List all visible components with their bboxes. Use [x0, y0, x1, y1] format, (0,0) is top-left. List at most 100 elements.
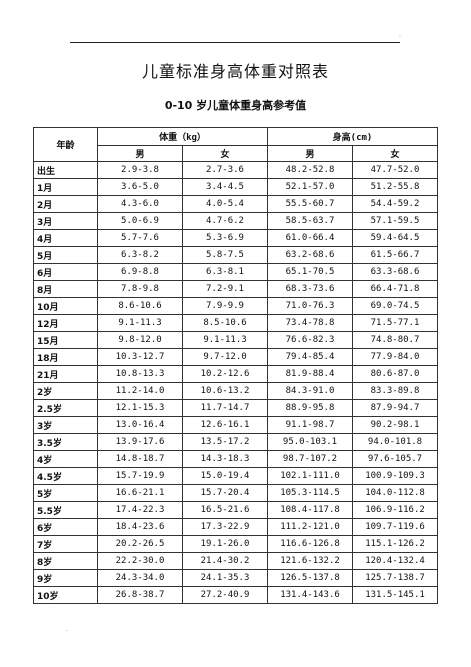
weight-female-cell: 4.7-6.2 [182, 212, 268, 230]
weight-male-cell: 7.8-9.8 [97, 280, 183, 298]
height-male-cell: 98.7-107.2 [267, 450, 353, 468]
weight-female-header: 女 [182, 145, 268, 162]
table-row: 2岁 11.2-14.0 10.6-13.2 84.3-91.0 83.3-89.8 [33, 382, 438, 400]
table-row: 2月 4.3-6.0 4.0-5.4 55.5-60.7 54.4-59.2 [33, 195, 438, 213]
weight-male-cell: 3.6-5.0 [97, 178, 183, 196]
height-female-cell: 51.2-55.8 [352, 178, 438, 196]
height-female-cell: 74.8-80.7 [352, 331, 438, 349]
height-female-cell: 61.5-66.7 [352, 246, 438, 264]
weight-male-cell: 9.8-12.0 [97, 331, 183, 349]
weight-male-cell: 18.4-23.6 [97, 518, 183, 536]
height-male-cell: 63.2-68.6 [267, 246, 353, 264]
height-male-cell: 88.9-95.8 [267, 399, 353, 417]
height-female-cell: 66.4-71.8 [352, 280, 438, 298]
table-row: 15月 9.8-12.0 9.1-11.3 76.6-82.3 74.8-80.7 [33, 331, 438, 349]
table-row: 1月 3.6-5.0 3.4-4.5 52.1-57.0 51.2-55.8 [33, 178, 438, 196]
weight-female-cell: 17.3-22.9 [182, 518, 268, 536]
height-male-cell: 81.9-88.4 [267, 365, 353, 383]
table-row: 10月 8.6-10.6 7.9-9.9 71.0-76.3 69.0-74.5 [33, 297, 438, 315]
age-cell: 21月 [33, 365, 98, 383]
height-male-cell: 58.5-63.7 [267, 212, 353, 230]
weight-female-cell: 6.3-8.1 [182, 263, 268, 281]
weight-male-cell: 15.7-19.9 [97, 467, 183, 485]
height-male-cell: 102.1-111.0 [267, 467, 353, 485]
height-male-cell: 111.2-121.0 [267, 518, 353, 536]
weight-female-cell: 7.2-9.1 [182, 280, 268, 298]
age-cell: 6月 [33, 263, 98, 281]
weight-female-cell: 11.7-14.7 [182, 399, 268, 417]
age-cell: 18月 [33, 348, 98, 366]
height-male-cell: 91.1-98.7 [267, 416, 353, 434]
weight-female-cell: 13.5-17.2 [182, 433, 268, 451]
height-male-cell: 108.4-117.8 [267, 501, 353, 519]
height-female-cell: 59.4-64.5 [352, 229, 438, 247]
table-row: 7岁 20.2-26.5 19.1-26.0 116.6-126.8 115.1-126… [33, 535, 438, 553]
table-row: 8月 7.8-9.8 7.2-9.1 68.3-73.6 66.4-71.8 [33, 280, 438, 298]
table-row: 6月 6.9-8.8 6.3-8.1 65.1-70.5 63.3-68.6 [33, 263, 438, 281]
table-row: 9岁 24.3-34.0 24.1-35.3 126.5-137.8 125.7-138… [33, 569, 438, 587]
table-row: 3.5岁 13.9-17.6 13.5-17.2 95.0-103.1 94.0-101… [33, 433, 438, 451]
weight-female-cell: 21.4-30.2 [182, 552, 268, 570]
height-female-cell: 57.1-59.5 [352, 212, 438, 230]
weight-male-cell: 17.4-22.3 [97, 501, 183, 519]
weight-female-cell: 2.7-3.6 [182, 161, 268, 179]
growth-reference-table: 年龄 体重（kg） 身高(cm) 男 女 男 女 出生 2.9-3.8 2.7-3.… [33, 127, 438, 604]
page-title: 儿童标准身高体重对照表 [141, 62, 329, 81]
weight-female-cell: 12.6-16.1 [182, 416, 268, 434]
weight-male-cell: 13.9-17.6 [97, 433, 183, 451]
age-cell: 15月 [33, 331, 98, 349]
age-cell: 1月 [33, 178, 98, 196]
age-cell: 4岁 [33, 450, 98, 468]
height-male-cell: 84.3-91.0 [267, 382, 353, 400]
weight-male-cell: 11.2-14.0 [97, 382, 183, 400]
height-male-cell: 76.6-82.3 [267, 331, 353, 349]
height-female-cell: 90.2-98.1 [352, 416, 438, 434]
header-rule [70, 42, 400, 43]
table-body: 出生 2.9-3.8 2.7-3.6 48.2-52.8 47.7-52.0 1月 3.6-… [33, 161, 438, 604]
weight-female-cell: 19.1-26.0 [182, 535, 268, 553]
weight-male-cell: 4.3-6.0 [97, 195, 183, 213]
height-female-cell: 125.7-138.7 [352, 569, 438, 587]
table-row: 4月 5.7-7.6 5.3-6.9 61.0-66.4 59.4-64.5 [33, 229, 438, 247]
table-row: 8岁 22.2-30.0 21.4-30.2 121.6-132.2 120.4-132… [33, 552, 438, 570]
age-header: 年龄 [33, 127, 98, 162]
footer-mark: · [66, 628, 68, 635]
age-cell: 5.5岁 [33, 501, 98, 519]
table-row: 12月 9.1-11.3 8.5-10.6 73.4-78.8 71.5-77.1 [33, 314, 438, 332]
height-male-cell: 105.3-114.5 [267, 484, 353, 502]
age-cell: 9岁 [33, 569, 98, 587]
height-female-cell: 47.7-52.0 [352, 161, 438, 179]
height-female-cell: 97.6-105.7 [352, 450, 438, 468]
height-female-cell: 63.3-68.6 [352, 263, 438, 281]
height-male-cell: 126.5-137.8 [267, 569, 353, 587]
age-cell: 6岁 [33, 518, 98, 536]
weight-male-cell: 2.9-3.8 [97, 161, 183, 179]
weight-male-cell: 5.0-6.9 [97, 212, 183, 230]
age-cell: 2.5岁 [33, 399, 98, 417]
table-subtitle: 0-10 岁儿童体重身高参考值 [164, 99, 307, 112]
age-cell: 3岁 [33, 416, 98, 434]
weight-female-cell: 5.8-7.5 [182, 246, 268, 264]
weight-male-cell: 26.8-38.7 [97, 586, 183, 604]
weight-female-cell: 27.2-40.9 [182, 586, 268, 604]
table-row: 3月 5.0-6.9 4.7-6.2 58.5-63.7 57.1-59.5 [33, 212, 438, 230]
age-cell: 2岁 [33, 382, 98, 400]
age-cell: 出生 [33, 161, 98, 179]
height-female-cell: 94.0-101.8 [352, 433, 438, 451]
weight-female-cell: 14.3-18.3 [182, 450, 268, 468]
weight-female-cell: 15.7-20.4 [182, 484, 268, 502]
age-cell: 8岁 [33, 552, 98, 570]
height-female-cell: 104.0-112.8 [352, 484, 438, 502]
weight-male-cell: 13.0-16.4 [97, 416, 183, 434]
table-row: 10岁 26.8-38.7 27.2-40.9 131.4-143.6 131.5-14… [33, 586, 438, 604]
height-female-cell: 106.9-116.2 [352, 501, 438, 519]
age-cell: 8月 [33, 280, 98, 298]
table-row: 21月 10.8-13.3 10.2-12.6 81.9-88.4 80.6-87.0 [33, 365, 438, 383]
table-row: 5.5岁 17.4-22.3 16.5-21.6 108.4-117.8 106.9-1… [33, 501, 438, 519]
weight-male-cell: 10.3-12.7 [97, 348, 183, 366]
weight-female-cell: 9.7-12.0 [182, 348, 268, 366]
height-male-cell: 71.0-76.3 [267, 297, 353, 315]
age-cell: 3.5岁 [33, 433, 98, 451]
height-female-cell: 115.1-126.2 [352, 535, 438, 553]
age-cell: 12月 [33, 314, 98, 332]
